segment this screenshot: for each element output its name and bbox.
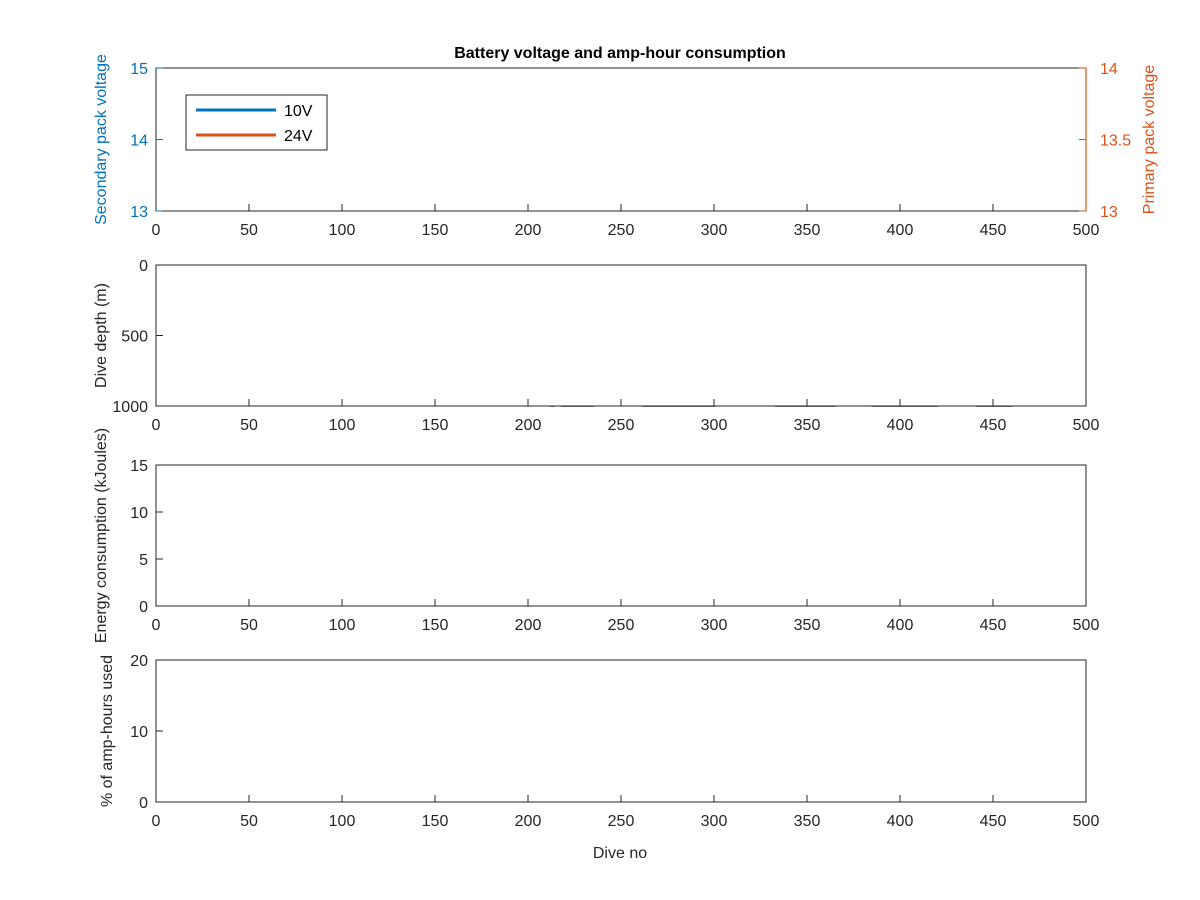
- amphours-x-tick-label: 0: [152, 813, 161, 830]
- legend-label-24v: 24V: [284, 128, 313, 145]
- depth-x-tick-label: 450: [980, 417, 1007, 434]
- voltage-x-tick-label: 350: [794, 222, 821, 239]
- depth-y-tick-label: 1000: [112, 399, 148, 416]
- amphours-x-tick-label: 250: [608, 813, 635, 830]
- voltage-x-tick-label: 50: [240, 222, 258, 239]
- energy-x-tick-label: 250: [608, 617, 635, 634]
- energy-x-tick-label: 200: [515, 617, 542, 634]
- voltage-right-y-axis-label: Primary pack voltage: [1141, 65, 1158, 214]
- amphours-y-tick-label: 0: [139, 795, 148, 812]
- depth-x-tick-label: 200: [515, 417, 542, 434]
- voltage-right-y-tick-label: 13: [1100, 204, 1118, 221]
- voltage-x-tick-label: 200: [515, 222, 542, 239]
- voltage-x-tick-label: 400: [887, 222, 914, 239]
- legend-label-10v: 10V: [284, 103, 313, 120]
- energy-x-tick-label: 100: [329, 617, 356, 634]
- amphours-x-tick-label: 350: [794, 813, 821, 830]
- voltage-y-tick-label: 15: [130, 61, 148, 78]
- amphours-x-tick-label: 450: [980, 813, 1007, 830]
- energy-x-tick-label: 50: [240, 617, 258, 634]
- depth-panel: 0 50 100 150 200 250 300 350 400 450 500 0 500 1000Di…: [93, 258, 1099, 434]
- depth-x-tick-label: 250: [608, 417, 635, 434]
- depth-x-tick-label: 50: [240, 417, 258, 434]
- legend-box: [185, 94, 328, 151]
- voltage-x-tick-label: 100: [329, 222, 356, 239]
- voltage-x-tick-label: 300: [701, 222, 728, 239]
- depth-x-tick-label: 0: [152, 417, 161, 434]
- energy-axes-box: [155, 464, 1087, 607]
- energy-y-tick-label: 0: [139, 599, 148, 616]
- depth-x-tick-label: 350: [794, 417, 821, 434]
- energy-y-tick-label: 5: [139, 552, 148, 569]
- amphours-axes-box: [155, 659, 1087, 803]
- amphours-y-tick-label: 10: [130, 724, 148, 741]
- energy-y-axis-label: Energy consumption (kJoules): [93, 428, 110, 643]
- voltage-x-tick-label: 0: [152, 222, 161, 239]
- amphours-y-tick-label: 20: [130, 653, 148, 670]
- amphours-x-tick-label: 200: [515, 813, 542, 830]
- amphours-x-tick-label: 500: [1073, 813, 1100, 830]
- amphours-x-tick-label: 50: [240, 813, 258, 830]
- energy-x-tick-label: 150: [422, 617, 449, 634]
- voltage-x-tick-label: 500: [1073, 222, 1100, 239]
- depth-x-tick-label: 150: [422, 417, 449, 434]
- depth-x-tick-label: 400: [887, 417, 914, 434]
- voltage-x-tick-label: 450: [980, 222, 1007, 239]
- depth-x-tick-label: 100: [329, 417, 356, 434]
- depth-axes-box: [155, 264, 1087, 407]
- energy-x-tick-label: 500: [1073, 617, 1100, 634]
- chart-title: Battery voltage and amp-hour consumption: [454, 45, 786, 62]
- voltage-right-y-tick-label: 14: [1100, 61, 1118, 78]
- energy-panel: 0 50 100 150 200 250 300 350 400 450 500 0 5 10 15 Ener…: [93, 428, 1099, 643]
- energy-y-tick-label: 15: [130, 458, 148, 475]
- voltage-y-tick-label: 13: [130, 204, 148, 221]
- amphours-y-axis-label: % of amp-hours used: [99, 655, 116, 807]
- energy-y-tick-label: 10: [130, 505, 148, 522]
- energy-x-tick-label: 300: [701, 617, 728, 634]
- depth-x-tick-label: 500: [1073, 417, 1100, 434]
- depth-y-tick-label: 0: [139, 258, 148, 275]
- energy-x-tick-label: 350: [794, 617, 821, 634]
- depth-y-tick-label: 500: [121, 329, 148, 346]
- voltage-y-tick-label: 14: [130, 133, 148, 150]
- voltage-right-y-tick-label: 13.5: [1100, 133, 1131, 150]
- voltage-panel: 0 50 100 150 200 250 300 350 400 450 5001314151313…: [93, 54, 1158, 239]
- amphours-x-tick-label: 400: [887, 813, 914, 830]
- energy-x-tick-label: 450: [980, 617, 1007, 634]
- amphours-x-tick-label: 150: [422, 813, 449, 830]
- depth-y-axis-label: Dive depth (m): [93, 283, 110, 388]
- amphours-panel: 0 50 100 150 200 250 300 350 400 450 500 0 10 20 % of …: [99, 653, 1099, 830]
- energy-x-tick-label: 400: [887, 617, 914, 634]
- voltage-x-tick-label: 250: [608, 222, 635, 239]
- voltage-y-axis-label: Secondary pack voltage: [93, 54, 110, 225]
- x-axis-label: Dive no: [593, 845, 647, 862]
- amphours-x-tick-label: 100: [329, 813, 356, 830]
- energy-x-tick-label: 0: [152, 617, 161, 634]
- depth-x-tick-label: 300: [701, 417, 728, 434]
- amphours-x-tick-label: 300: [701, 813, 728, 830]
- voltage-x-tick-label: 150: [422, 222, 449, 239]
